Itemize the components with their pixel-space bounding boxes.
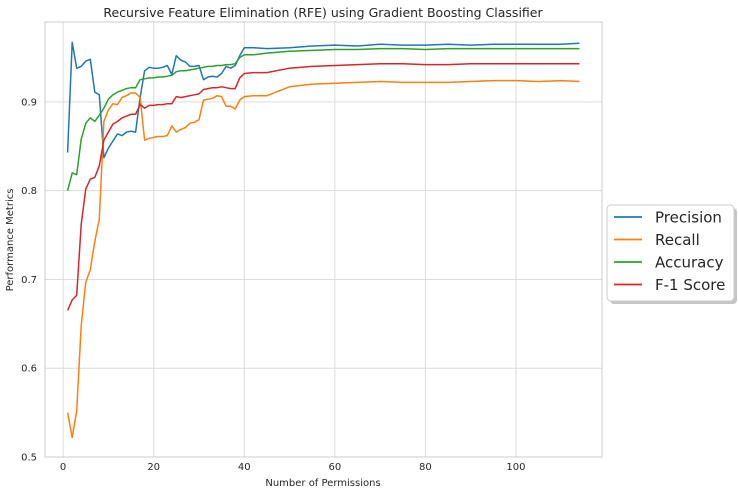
legend-label-recall: Recall [655,231,700,249]
series-line-accuracy [66,47,580,191]
tick-layer: 0 20 40 60 80 100 0.5 0.6 0.7 0.8 0.9 [21,97,525,473]
legend-label-precision: Precision [655,209,722,227]
y-tick-label: 0.5 [21,453,37,464]
x-tick-label: 0 [60,462,66,473]
x-tick-label: 40 [238,462,251,473]
legend-items: Precision Recall Accuracy F-1 Score [614,209,725,294]
plot-frame [44,21,603,458]
legend-label-f-1-score: F-1 Score [655,276,725,294]
series-line-f-1-score [66,62,580,311]
y-tick-label: 0.8 [21,186,37,197]
series-line-recall [66,79,580,439]
x-tick-label: 100 [506,462,525,473]
x-tick-label: 60 [328,462,341,473]
y-tick-label: 0.6 [21,364,37,375]
series-layer [66,41,580,439]
y-axis-label: Performance Metrics [5,189,16,292]
legend: Precision Recall Accuracy F-1 Score [606,204,737,304]
grid-layer [45,22,602,458]
x-tick-label: 80 [419,462,432,473]
y-tick-label: 0.7 [21,275,37,286]
legend-label-accuracy: Accuracy [655,254,724,272]
x-axis-label: Number of Permissions [265,478,380,489]
y-tick-label: 0.9 [21,97,37,108]
x-tick-label: 20 [147,462,160,473]
chart-title: Recursive Feature Elimination (RFE) usin… [103,5,543,20]
legend-box [606,204,735,302]
series-line-precision [66,41,580,159]
